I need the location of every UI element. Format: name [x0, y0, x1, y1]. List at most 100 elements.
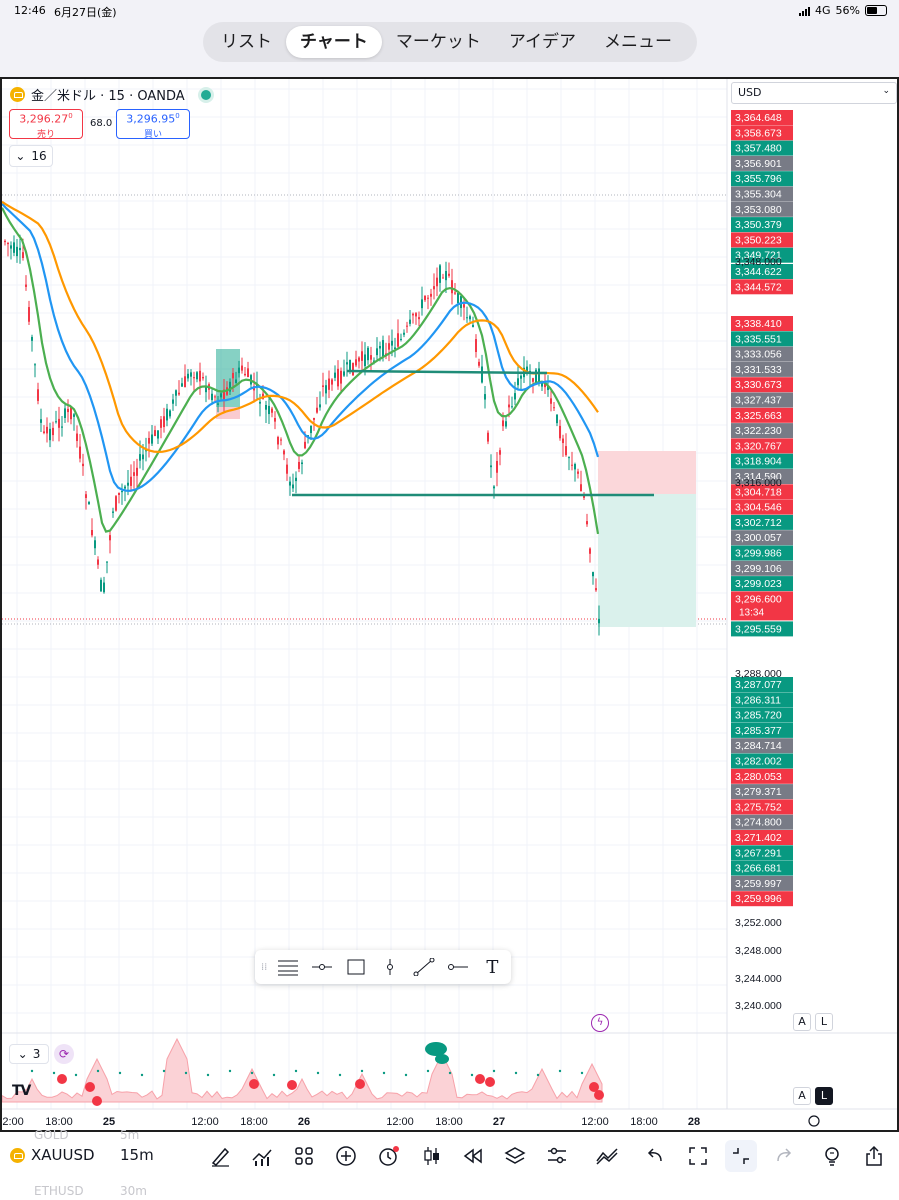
settings-sliders-icon[interactable] — [545, 1144, 569, 1168]
horizontal-line-icon[interactable] — [445, 954, 471, 980]
pane-auto-scale-button[interactable]: A — [793, 1087, 811, 1105]
vertical-line-icon[interactable] — [377, 954, 403, 980]
compare-lines-icon[interactable] — [595, 1144, 619, 1168]
price-tag — [731, 186, 793, 202]
candle-body — [322, 385, 324, 387]
tab-list[interactable]: リスト — [221, 32, 272, 52]
price-tag-label: 3,304.546 — [735, 502, 782, 514]
candle-body — [301, 462, 303, 465]
candle-body — [394, 347, 396, 350]
currency-select[interactable]: USD ⌄ — [731, 82, 897, 104]
status-bar: 12:46 6月27日(金) 4G 56% — [0, 0, 899, 22]
price-tag-label: 3,299.023 — [735, 578, 782, 590]
auto-scale-button[interactable]: A — [793, 1013, 811, 1031]
price-tag — [731, 140, 793, 156]
price-tag-label: 3,325.663 — [735, 410, 782, 422]
horizontal-lines-icon[interactable] — [275, 954, 301, 980]
candle-body — [34, 364, 36, 366]
undo-icon[interactable] — [644, 1144, 668, 1168]
price-tag — [731, 860, 793, 876]
drag-handle-icon[interactable]: ⁞⁞ — [261, 961, 268, 973]
lightning-icon[interactable]: ϟ — [591, 1014, 609, 1032]
buy-button[interactable]: 3,296.950 買い — [116, 109, 190, 140]
add-circle-icon[interactable] — [334, 1144, 358, 1168]
fullscreen-icon[interactable] — [686, 1144, 710, 1168]
chart-frame[interactable]: 3,364.648 3,358.673 3,357.480 3,356.901 3,35… — [0, 77, 899, 1132]
pane-log-scale-button[interactable]: L — [815, 1087, 833, 1105]
date: 6月27日(金) — [54, 6, 117, 19]
refresh-icon[interactable]: ⟳ — [54, 1044, 74, 1064]
price-tag — [731, 171, 793, 187]
price-tag — [731, 453, 793, 469]
candle-body — [499, 450, 501, 455]
price-tag-label: 3,300.057 — [735, 532, 782, 544]
signal-dot — [514, 1071, 518, 1075]
candle-body — [289, 481, 291, 486]
chart-canvas[interactable]: 3,364.648 3,358.673 3,357.480 3,356.901 3,35… — [2, 79, 897, 1130]
candle-body — [559, 425, 561, 439]
candle-body — [466, 317, 468, 319]
share-icon[interactable] — [862, 1144, 886, 1168]
price-tag — [731, 545, 793, 561]
exit-fullscreen-icon[interactable] — [725, 1140, 757, 1172]
spread-value: 68.0 — [90, 118, 113, 129]
layers-icon[interactable] — [503, 1144, 527, 1168]
redo-icon[interactable] — [771, 1144, 795, 1168]
indicators-chart-icon[interactable] — [250, 1144, 274, 1168]
timeframe-switcher[interactable]: 15m — [120, 1146, 154, 1164]
candle-body — [142, 454, 144, 460]
lightbulb-icon[interactable] — [820, 1144, 844, 1168]
candle-body — [265, 405, 267, 410]
horizontal-ray-icon[interactable] — [309, 954, 335, 980]
brush-icon[interactable] — [208, 1144, 232, 1168]
symbol-switcher[interactable]: XAUUSD — [10, 1146, 95, 1164]
short-position-stop — [598, 451, 696, 494]
tab-ideas[interactable]: アイデア — [508, 32, 576, 52]
candle-body — [382, 340, 384, 358]
signal-dot — [52, 1071, 56, 1075]
price-tag-label: 3,259.997 — [735, 878, 782, 890]
candle-body — [283, 450, 285, 455]
candle-body — [28, 307, 30, 322]
countdown-label: 13:34 — [739, 607, 764, 618]
candle-body — [127, 482, 129, 486]
tab-menu[interactable]: メニュー — [604, 32, 672, 52]
price-tag — [731, 407, 793, 423]
candle-body — [64, 408, 66, 418]
text-tool-icon[interactable]: T — [486, 956, 499, 978]
candle-body — [271, 408, 273, 413]
log-scale-button[interactable]: L — [815, 1013, 833, 1031]
candle-body — [514, 393, 516, 400]
candle-body — [355, 359, 357, 366]
layout-grid-icon[interactable] — [292, 1144, 316, 1168]
time-axis-label: 18:00 — [435, 1116, 463, 1128]
replay-icon[interactable] — [461, 1144, 485, 1168]
candle-body — [139, 454, 141, 461]
price-tag-label: 3,285.720 — [735, 710, 782, 722]
alarm-clock-icon[interactable] — [376, 1144, 400, 1168]
rectangle-icon[interactable] — [343, 954, 369, 980]
candle-body — [319, 404, 321, 408]
candle-body — [7, 242, 9, 245]
sell-button[interactable]: 3,296.270 売り — [9, 109, 83, 140]
candle-body — [490, 465, 492, 468]
lower-pane-toggle[interactable]: ⌄ 3 — [9, 1044, 49, 1064]
tab-market[interactable]: マーケット — [395, 32, 481, 52]
candle-body — [334, 372, 336, 378]
trend-line-icon[interactable] — [411, 954, 437, 980]
signal-dot — [206, 1073, 210, 1077]
candle-body — [145, 450, 147, 452]
symbol-header[interactable]: 金／米ドル · 15 · OANDA — [10, 85, 211, 104]
price-tag — [731, 201, 793, 217]
price-tag — [731, 232, 793, 248]
tab-chart[interactable]: チャート — [286, 26, 382, 58]
candle-body — [103, 582, 105, 593]
candle-body — [31, 336, 33, 341]
ghost-timeframe-top: 5m — [120, 1128, 140, 1142]
bottom-symbol: XAUUSD — [31, 1146, 95, 1164]
indicators-toggle[interactable]: ⌄ 16 — [9, 145, 53, 167]
chevron-down-icon: ⌄ — [17, 1047, 28, 1061]
symbol-title[interactable]: 金／米ドル · 15 · OANDA — [31, 89, 185, 104]
candles-icon[interactable] — [420, 1144, 444, 1168]
settings-gear-icon — [808, 1115, 820, 1127]
